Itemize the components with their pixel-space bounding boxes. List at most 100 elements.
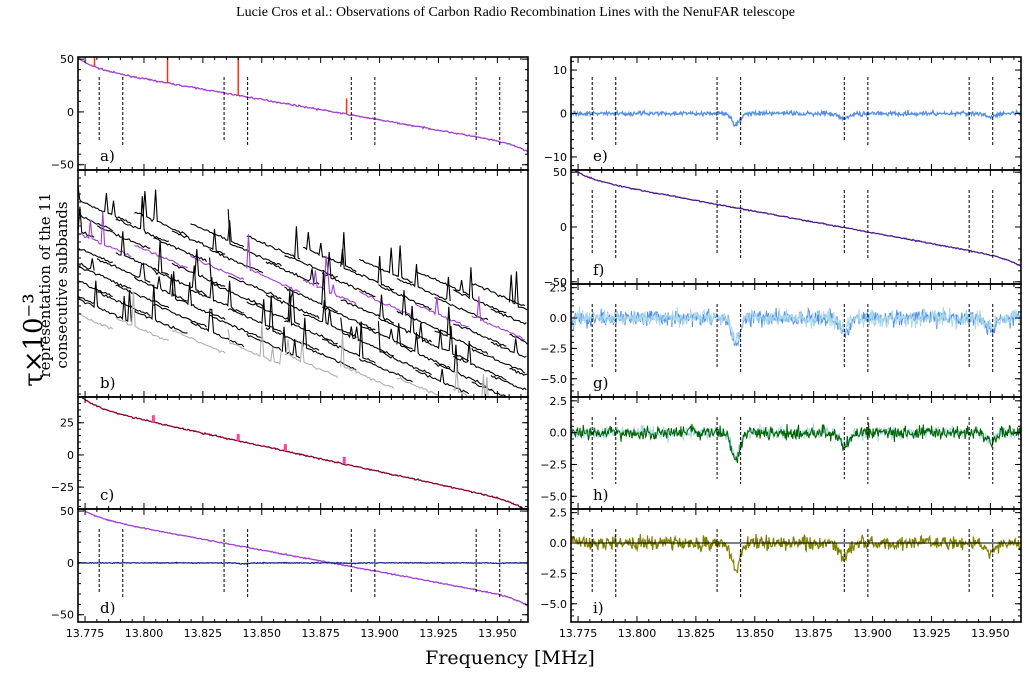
panel-h-ytick-label: −2.5 xyxy=(540,458,567,471)
panel-i: 2.5 0.0 −2.5 −5.0 i) xyxy=(540,507,1022,623)
panel-a-ytick-label: 0 xyxy=(67,106,74,119)
panel-i-series xyxy=(571,533,1021,574)
panel-d-frame xyxy=(77,508,529,623)
panel-b-subband xyxy=(358,323,413,350)
panel-b-subband xyxy=(321,321,376,364)
panel-b-subband xyxy=(246,234,301,293)
panel-b-subband xyxy=(171,271,226,320)
panel-b-subband xyxy=(434,306,489,355)
panel-b-subband xyxy=(227,209,282,267)
x-tick-label: 13.800 xyxy=(618,627,657,640)
panel-b-subband xyxy=(78,186,132,225)
panel-b-ylabel-line: consecutive subbands xyxy=(53,201,71,368)
panel-b-subband xyxy=(190,220,245,248)
panel-b-subband xyxy=(396,376,445,397)
panel-c-ytick-label: 25 xyxy=(60,417,74,430)
panel-c-frame xyxy=(77,396,529,510)
panel-b-ylabel-line: representation of the 11 xyxy=(36,193,54,378)
panel-b-subband xyxy=(340,294,394,324)
panel-b-subband xyxy=(227,323,282,366)
panel-f-ytick-label: −50 xyxy=(544,276,567,289)
panel-b-subband xyxy=(228,275,282,300)
panel-b-subband xyxy=(284,290,338,345)
panel-c-ticks: 25 0 −25 xyxy=(51,396,528,509)
panel-b-subband xyxy=(78,211,132,258)
panel-e-ytick-label: −10 xyxy=(544,151,567,164)
panel-d-ytick-label: −50 xyxy=(51,609,74,622)
panel-b-ylabel: representation of the 11 consecutive subb… xyxy=(36,193,71,378)
panel-b-subband xyxy=(209,314,264,339)
x-tick-label: 13.775 xyxy=(559,627,598,640)
panel-a-label: a) xyxy=(100,147,115,165)
panel-i-ticks: 2.5 0.0 −2.5 −5.0 xyxy=(540,507,1021,623)
panel-i-ytick-label: −2.5 xyxy=(540,567,567,580)
panel-b-subband xyxy=(115,196,170,243)
panel-g-series-2 xyxy=(571,306,1021,345)
panel-b-subband xyxy=(471,296,526,341)
panel-b-subband xyxy=(133,284,188,334)
panel-b-subband xyxy=(284,255,338,279)
panel-g-ytick-label: 0.0 xyxy=(550,312,568,325)
panel-b-subband xyxy=(434,344,488,387)
x-tick-label: 13.850 xyxy=(243,627,282,640)
x-tick-label: 13.900 xyxy=(360,627,399,640)
panel-c-series xyxy=(79,397,526,509)
panel-b: b) xyxy=(77,169,529,398)
panel-g-series-1 xyxy=(571,307,1021,347)
panel-b-subband xyxy=(96,258,151,283)
x-tick-label: 13.925 xyxy=(419,627,458,640)
panel-b-data xyxy=(78,186,528,397)
panel-h-ytick-label: 2.5 xyxy=(550,395,568,408)
panel-b-subband xyxy=(302,255,357,305)
panel-d-ytick-label: 0 xyxy=(67,557,74,570)
panel-i-ytick-label: 0.0 xyxy=(550,537,568,550)
panel-b-subband xyxy=(452,365,489,397)
panel-g: 2.5 0.0 −2.5 −5.0 g) xyxy=(540,282,1022,398)
panel-b-subband xyxy=(490,338,527,358)
panel-i-ytick-label: −5.0 xyxy=(540,598,567,611)
panel-b-subband xyxy=(284,271,338,313)
x-tick-label: 13.950 xyxy=(478,627,517,640)
panel-b-subband xyxy=(246,326,301,359)
panel-b-subband xyxy=(153,303,207,328)
panel-i-ytick-label: 2.5 xyxy=(550,507,568,520)
panel-b-subband xyxy=(302,317,357,371)
panel-b-subband xyxy=(471,381,507,397)
panel-b-subband xyxy=(190,308,245,348)
panel-g-ytick-label: 2.5 xyxy=(550,282,568,295)
panel-e-series xyxy=(571,108,1021,128)
panel-b-subband xyxy=(78,312,114,330)
panel-h: 2.5 0.0 −2.5 −5.0 h) xyxy=(540,395,1022,510)
panel-b-label: b) xyxy=(100,374,115,392)
x-tick-label: 13.900 xyxy=(853,627,892,640)
panel-b-subband xyxy=(453,323,507,347)
x-tick-labels-right: 13.775 13.800 13.825 13.850 13.875 13.900 13.9… xyxy=(559,627,1010,640)
panel-a-data xyxy=(78,57,528,153)
panel-b-subband xyxy=(171,329,226,354)
panel-a-ticks: 50 0 −50 xyxy=(51,53,528,172)
panel-d-ytick-label: 50 xyxy=(60,505,74,518)
panel-c: 25 0 −25 c) xyxy=(51,396,529,510)
panel-c-data xyxy=(79,397,526,509)
x-tick-label: 13.875 xyxy=(794,627,833,640)
x-tick-label: 13.875 xyxy=(301,627,340,640)
panel-b-subband xyxy=(471,348,526,374)
x-tick-label: 13.825 xyxy=(677,627,716,640)
panel-g-data xyxy=(571,304,1021,372)
panel-b-subband xyxy=(471,283,526,307)
panel-b-subband xyxy=(153,265,207,297)
panel-e-ytick-label: 0 xyxy=(560,108,567,121)
x-tick-label: 13.825 xyxy=(184,627,223,640)
plot-area: 50 0 −50 a) b) 25 0 −25 c) 50 0 −50 d) 10 0 −10 e) 50 0 −50… xyxy=(51,53,1022,640)
panel-b-subband xyxy=(358,290,413,317)
panel-h-ticks: 2.5 0.0 −2.5 −5.0 xyxy=(540,395,1021,510)
panel-f-ytick-label: 50 xyxy=(553,166,567,179)
panel-b-subband xyxy=(396,290,451,335)
x-tick-label: 13.925 xyxy=(912,627,951,640)
panel-a: 50 0 −50 a) xyxy=(51,53,529,172)
panel-a-ytick-label: −50 xyxy=(51,159,74,172)
panel-f-frame xyxy=(570,169,1022,285)
panel-d-label: d) xyxy=(100,599,115,617)
panel-a-series xyxy=(78,57,528,153)
x-tick-label: 13.775 xyxy=(66,627,105,640)
